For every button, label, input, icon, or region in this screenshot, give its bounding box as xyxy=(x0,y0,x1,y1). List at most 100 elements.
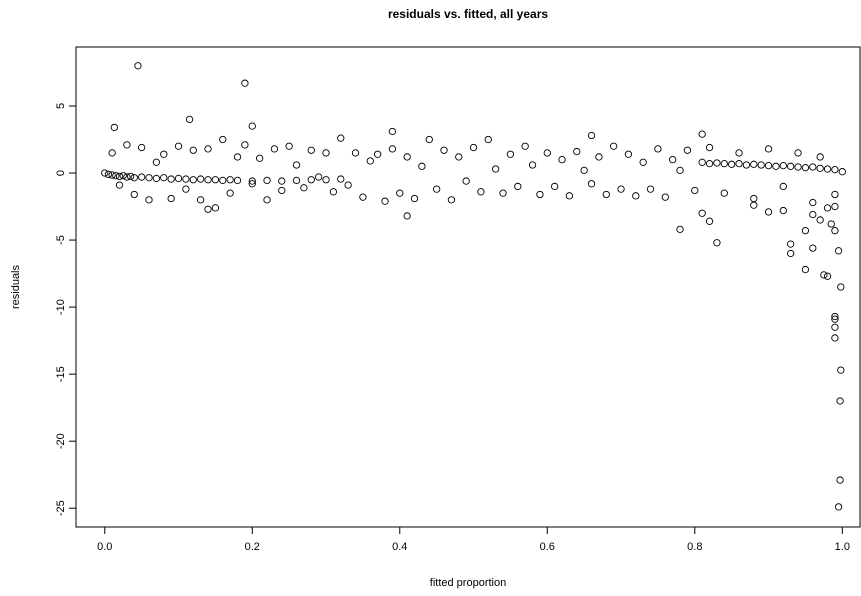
point xyxy=(565,192,574,200)
point xyxy=(226,176,234,184)
point xyxy=(809,163,817,171)
point xyxy=(823,272,832,280)
point xyxy=(359,193,367,201)
point xyxy=(104,170,113,179)
point xyxy=(698,209,706,217)
point xyxy=(219,135,227,144)
point xyxy=(823,204,832,212)
point xyxy=(720,189,728,197)
y-tick-label: -20 xyxy=(55,433,67,449)
point xyxy=(794,149,802,157)
point xyxy=(713,239,721,247)
point xyxy=(764,208,773,216)
point xyxy=(831,166,839,174)
point xyxy=(831,227,839,235)
point xyxy=(705,159,714,168)
point xyxy=(536,190,544,199)
point xyxy=(418,162,426,170)
point xyxy=(683,146,692,154)
point xyxy=(801,265,810,274)
point xyxy=(484,135,492,144)
point xyxy=(787,162,795,170)
point xyxy=(403,212,411,220)
point xyxy=(661,193,669,201)
point xyxy=(558,155,566,164)
point xyxy=(366,157,374,165)
point xyxy=(241,79,249,87)
point xyxy=(211,176,220,184)
point xyxy=(772,162,780,170)
point xyxy=(145,196,153,204)
point xyxy=(837,366,845,374)
x-tick-label: 0.4 xyxy=(392,541,407,553)
point xyxy=(698,130,706,138)
point xyxy=(263,176,271,185)
point xyxy=(174,142,183,150)
x-tick-label: 0.2 xyxy=(245,541,260,553)
point xyxy=(713,159,721,167)
point xyxy=(551,182,559,191)
point xyxy=(580,166,588,175)
point xyxy=(632,192,640,200)
y-tick-label: 5 xyxy=(55,103,67,109)
point xyxy=(196,175,205,183)
point xyxy=(241,141,249,149)
point xyxy=(292,176,301,185)
point xyxy=(204,176,212,184)
point xyxy=(219,176,227,185)
point xyxy=(787,249,795,258)
point xyxy=(110,123,119,132)
point xyxy=(263,196,271,204)
point xyxy=(307,146,315,154)
x-tick-label: 0.8 xyxy=(687,541,702,553)
point xyxy=(477,188,485,196)
point xyxy=(248,122,256,130)
point xyxy=(831,190,839,199)
point xyxy=(831,323,839,331)
point xyxy=(735,159,743,168)
y-tick-label: -10 xyxy=(55,299,67,315)
point xyxy=(351,149,360,157)
point xyxy=(204,145,212,153)
point xyxy=(137,143,146,152)
y-tick-label: -15 xyxy=(55,366,67,382)
point xyxy=(396,189,404,197)
point xyxy=(831,312,839,321)
point xyxy=(425,135,433,144)
point xyxy=(322,149,330,157)
point xyxy=(182,175,190,183)
point xyxy=(314,173,323,181)
y-tick-label: -25 xyxy=(55,500,67,516)
point xyxy=(255,154,264,162)
point xyxy=(233,153,242,161)
point xyxy=(388,145,397,153)
point xyxy=(101,169,109,177)
point xyxy=(587,180,596,188)
point xyxy=(779,182,787,191)
point xyxy=(809,198,817,207)
point xyxy=(543,149,551,157)
point xyxy=(189,146,197,154)
point xyxy=(728,160,736,168)
point xyxy=(514,182,522,191)
point xyxy=(322,176,330,184)
point xyxy=(248,180,256,188)
point xyxy=(119,172,127,180)
point xyxy=(834,247,843,255)
x-tick-label: 1.0 xyxy=(835,541,850,553)
point xyxy=(757,161,765,169)
point xyxy=(676,225,684,233)
point xyxy=(174,174,183,183)
point xyxy=(167,194,175,203)
point xyxy=(307,176,315,184)
point xyxy=(764,145,773,153)
point xyxy=(300,184,308,192)
point xyxy=(126,172,135,181)
point xyxy=(248,177,256,185)
point xyxy=(735,149,743,157)
point xyxy=(816,164,824,172)
point xyxy=(152,174,161,183)
point xyxy=(196,196,205,204)
point xyxy=(801,227,810,235)
